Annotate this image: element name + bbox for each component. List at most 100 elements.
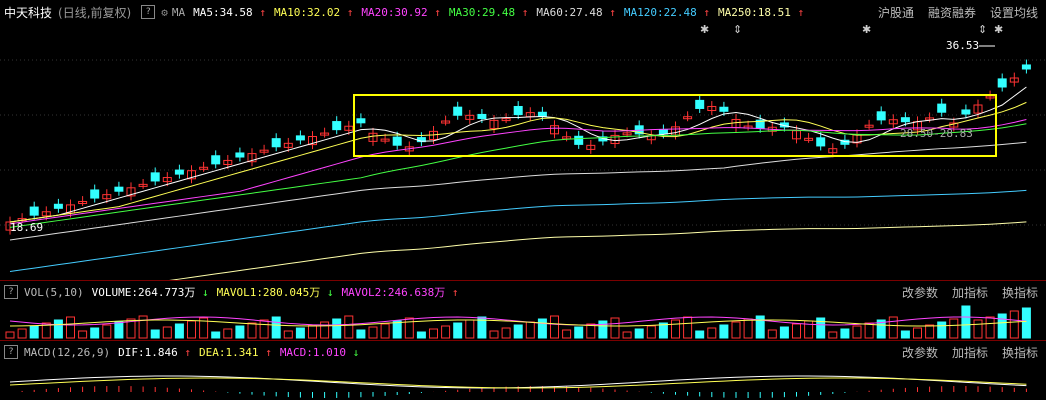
volume-bar (525, 321, 535, 339)
ma-item-arrow-icon: ↑ (521, 5, 529, 19)
candle (453, 106, 463, 116)
volume-bar (126, 318, 136, 339)
vol-help-button[interactable]: ? (4, 285, 18, 299)
vol-item-arrow-icon: ↓ (326, 286, 334, 299)
macd-header: ? MACD(12,26,9) DIF:1.846 ↑ DEA:1.341 ↑ MA… (0, 342, 1046, 362)
candle (586, 144, 596, 150)
box-range-label: 28.50-28.83 (900, 127, 973, 140)
candle (126, 187, 136, 197)
volume-bar (150, 329, 160, 339)
volume-bar (332, 318, 342, 339)
volume-bar (550, 315, 559, 339)
volume-bar (29, 325, 39, 339)
macd-button-2[interactable]: 换指标 (1001, 345, 1038, 360)
menu-item-0[interactable]: 沪股通 (877, 5, 914, 20)
volume-bar (622, 331, 632, 339)
vol-button-0[interactable]: 改参数 (901, 285, 938, 300)
volume-bar (913, 327, 922, 339)
menu-item-1[interactable]: 融资融券 (927, 5, 976, 20)
volume-bar (344, 315, 354, 339)
candle (864, 124, 874, 128)
volume-bar (949, 318, 959, 339)
candle (199, 166, 209, 170)
candle (308, 136, 317, 146)
candle (888, 119, 898, 125)
volume-bar (646, 325, 656, 339)
macd-button-1[interactable]: 加指标 (951, 345, 988, 360)
vol-button-2[interactable]: 换指标 (1001, 285, 1038, 300)
vol-item-arrow-icon: ↓ (201, 286, 209, 299)
candle (392, 136, 402, 146)
candle (320, 132, 330, 136)
candle (283, 142, 293, 148)
ma-line (9, 86, 1027, 223)
ma-item-5: MA120:22.48 ↑ (623, 5, 710, 19)
low-price-label: 18.69 (10, 221, 43, 234)
candle (41, 211, 51, 217)
candle (235, 152, 245, 158)
volume-bar (1021, 307, 1031, 339)
help-button[interactable]: ? (141, 5, 156, 19)
event-marker-icon: ⇕ (733, 23, 742, 36)
volume-bar (453, 322, 463, 339)
volume-bar (997, 313, 1007, 339)
volume-bar (779, 326, 789, 339)
menu-item-2[interactable]: 设置均线 (989, 5, 1038, 20)
candle (102, 194, 112, 200)
volume-bar (247, 322, 257, 339)
volume-bar (634, 328, 644, 339)
volume-bar (671, 319, 680, 339)
macd-menu: 改参数 加指标 换指标 (888, 342, 1038, 362)
candle (804, 137, 814, 141)
candle (162, 177, 172, 183)
volume-bar (90, 327, 100, 339)
volume-bar (683, 316, 693, 339)
candle (683, 116, 693, 120)
candle (441, 120, 451, 124)
volume-bar (489, 330, 499, 339)
mavol2-line (9, 316, 1027, 326)
candle (223, 159, 233, 165)
volume-bar (66, 316, 75, 339)
vol-items: VOLUME:264.773万 ↓ MAVOL1:280.045万 ↓ MAVOL2… (92, 284, 467, 300)
volume-bar (259, 319, 269, 339)
volume-bar (985, 316, 995, 339)
candle (477, 113, 487, 119)
ma-item-1: MA10:32.02 ↑ (273, 5, 354, 19)
candle (29, 206, 39, 216)
volume-bar (755, 315, 765, 339)
candle (53, 203, 63, 209)
candle (550, 125, 559, 135)
macd-chart (9, 375, 1027, 398)
volume-bar (707, 327, 717, 339)
volume-bar (223, 328, 233, 339)
volume-bar (743, 318, 753, 339)
candle (658, 129, 668, 135)
candle (501, 118, 511, 122)
event-marker-icon: ⇕ (978, 23, 987, 36)
price-chart: 36.53 18.69 28.50-28.83 ✱ ⇕ ✱ ⇕ ✱ (0, 23, 1046, 280)
volume-bar (804, 320, 814, 339)
volume-bar (271, 316, 281, 339)
candle (973, 104, 983, 114)
ma-item-arrow-icon: ↑ (259, 5, 266, 19)
chart-mode[interactable]: (日线,前复权) (58, 5, 132, 20)
volume-bar (392, 320, 402, 339)
volume-bar (719, 324, 729, 339)
macd-item-arrow-icon: ↑ (184, 345, 191, 359)
volume-bar (900, 330, 910, 339)
vol-button-1[interactable]: 加指标 (951, 285, 988, 300)
macd-item-1: DEA:1.341 ↑ (198, 345, 272, 359)
gear-icon[interactable]: ⚙ (161, 5, 168, 19)
chart-header: 中天科技 (日线,前复权) ? ⚙ MA MA5:34.58 ↑ MA10:32.… (0, 2, 1046, 22)
panel-divider (0, 280, 1046, 281)
candle (828, 148, 838, 154)
candle (816, 137, 826, 147)
candle (271, 138, 281, 148)
macd-help-button[interactable]: ? (4, 345, 18, 359)
candle (78, 200, 88, 204)
macd-items: DIF:1.846 ↑ DEA:1.341 ↑ MACD:1.010 ↓ (118, 346, 367, 359)
macd-button-0[interactable]: 改参数 (901, 345, 938, 360)
volume-bar (416, 331, 426, 339)
volume-bar (828, 331, 838, 339)
